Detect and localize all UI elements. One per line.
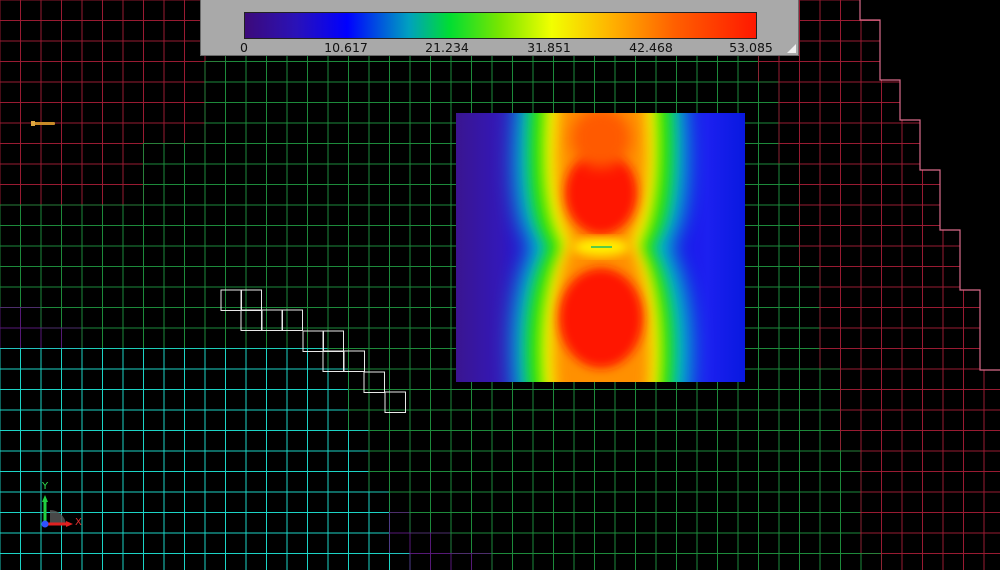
- legend-tick: 53.085: [729, 40, 773, 55]
- probe-marker[interactable]: [31, 121, 55, 126]
- legend-colorbar: [244, 12, 757, 39]
- axis-triad: Y X: [28, 478, 88, 538]
- legend-tick: 42.468: [629, 40, 673, 55]
- legend-tick: 21.234: [425, 40, 469, 55]
- contour-core-upper: [565, 151, 637, 235]
- contour-core-lower: [559, 268, 643, 368]
- legend-tick: 10.617: [324, 40, 368, 55]
- contour-plot: [456, 113, 745, 382]
- legend-tick: 0: [240, 40, 248, 55]
- legend-resize-grip[interactable]: [787, 44, 796, 53]
- legend-tick: 31.851: [527, 40, 571, 55]
- axis-y-label: Y: [42, 481, 49, 492]
- contour-core-upper-cap: [571, 113, 631, 168]
- axis-x-label: X: [75, 517, 82, 528]
- color-legend[interactable]: 0 10.617 21.234 31.851 42.468 53.085: [200, 0, 799, 56]
- axis-triad-icon: [41, 495, 73, 528]
